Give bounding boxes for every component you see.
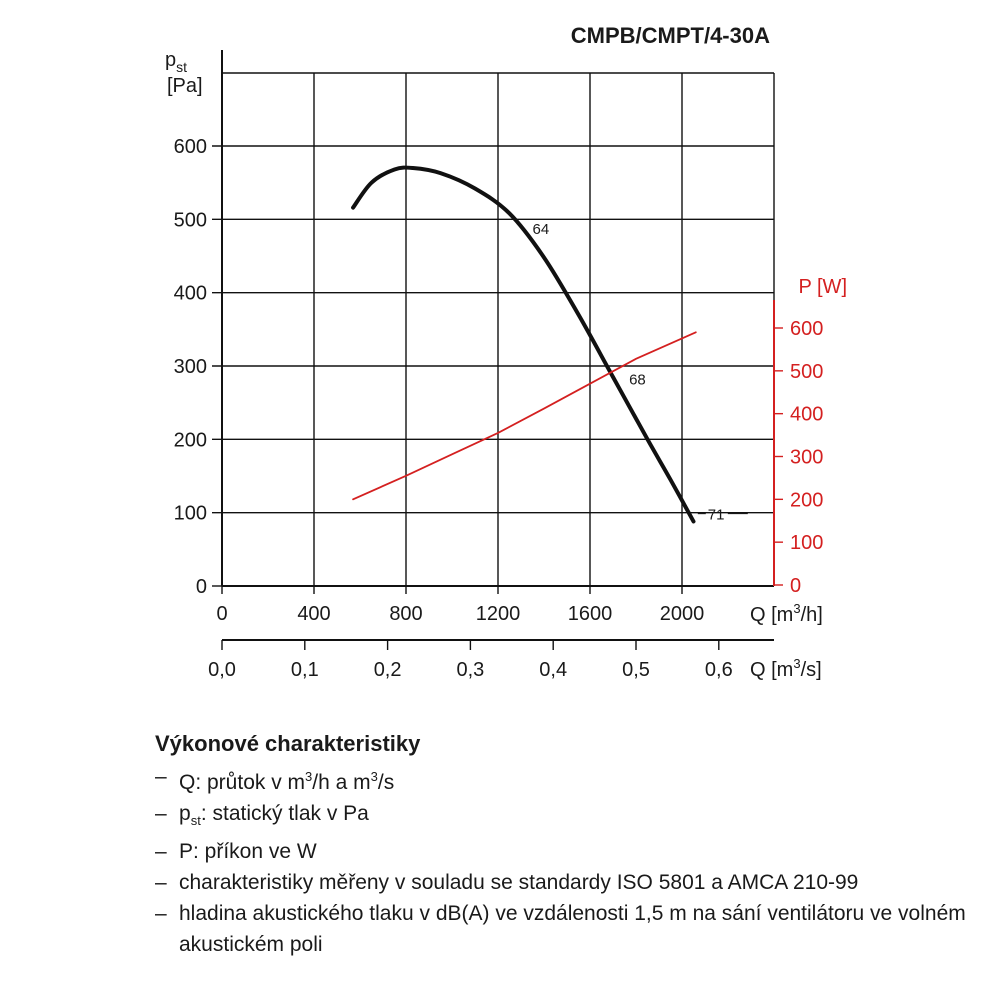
legend: Výkonové charakteristiky – Q: průtok v m3… <box>155 728 975 960</box>
legend-text-part: st <box>190 813 201 829</box>
legend-text: hladina akustického tlaku v dB(A) ve vzd… <box>179 898 975 960</box>
legend-dash: – <box>155 871 167 895</box>
x-primary-ticks: 0 400 800 1200 1600 2000 <box>216 586 704 625</box>
legend-text-part: charakteristiky měřeny v souladu se stan… <box>179 871 859 895</box>
x-secondary-tick-label: 0,2 <box>374 659 402 681</box>
power-curve-line <box>352 331 697 501</box>
x-secondary-tick-label: 0,3 <box>456 659 484 681</box>
legend-text-part: 3 <box>370 769 378 784</box>
x-primary-label-prefix: Q [m <box>750 604 793 626</box>
legend-text: Q: průtok v m3/h a m3/s <box>179 761 975 798</box>
y-left-tick-label: 600 <box>174 136 207 158</box>
legend-dash: – <box>155 840 167 864</box>
legend-text-part: /h a m <box>312 771 371 794</box>
y-right-tick-label: 300 <box>790 447 823 469</box>
legend-title: Výkonové charakteristiky <box>155 731 421 756</box>
chart-title: CMPB/CMPT/4-30A <box>571 23 770 48</box>
legend-item: – Q: průtok v m3/h a m3/s <box>155 761 975 798</box>
curve-label: 71 <box>708 507 725 524</box>
legend-text-part: p <box>179 802 191 825</box>
x-primary-tick-label: 0 <box>216 603 227 625</box>
x-primary-tick-label: 1600 <box>568 603 613 625</box>
x-primary-label-suffix: /h] <box>801 604 823 626</box>
y-left-tick-label: 100 <box>174 503 207 525</box>
y-right-tick-label: 100 <box>790 532 823 554</box>
y-left-tick-label: 0 <box>196 576 207 598</box>
performance-chart: CMPB/CMPT/4-30A pst [Pa] P [W] 010020030… <box>165 23 847 681</box>
annotation-layer: 64 68 71 <box>533 221 748 524</box>
y-left-label-main: p <box>165 49 176 71</box>
y-left-label-sub: st <box>176 59 187 75</box>
legend-item: – P: příkon ve W <box>155 836 975 867</box>
legend-dash: – <box>155 765 167 788</box>
y-right-tick-label: 200 <box>790 489 823 511</box>
legend-text-part: : statický tlak v Pa <box>200 802 369 825</box>
legend-item: – hladina akustického tlaku v dB(A) ve vz… <box>155 898 975 960</box>
y-left-axis-label: pst <box>165 49 187 75</box>
x-secondary-tick-label: 0,1 <box>291 659 319 681</box>
series-layer <box>351 165 697 524</box>
x-primary-axis-label: Q [m3/h] <box>750 601 823 626</box>
y-right-tick-label: 600 <box>790 318 823 340</box>
pressure-curve-line <box>351 165 696 524</box>
x-secondary-tick-label: 0,6 <box>705 659 733 681</box>
curve-label: 64 <box>533 221 550 238</box>
x-primary-tick-label: 2000 <box>660 603 705 625</box>
x-secondary-axis: 0,0 0,1 0,2 0,3 0,4 0,5 0,6 <box>208 639 774 681</box>
x-primary-tick-label: 800 <box>389 603 422 625</box>
legend-dash: – <box>155 802 167 825</box>
x-primary-tick-label: 1200 <box>476 603 521 625</box>
legend-text-part: P: příkon ve W <box>179 840 317 864</box>
legend-items: – Q: průtok v m3/h a m3/s – pst: statický t… <box>155 761 975 960</box>
y-left-axis-unit: [Pa] <box>167 75 203 97</box>
y-left-ticks: 0 100 200 300 400 500 600 <box>174 136 222 598</box>
legend-text: P: příkon ve W <box>179 836 975 867</box>
legend-text-part: hladina akustického tlaku v dB(A) ve vzd… <box>179 902 966 957</box>
legend-text: charakteristiky měřeny v souladu se stan… <box>179 867 975 898</box>
legend-text: pst: statický tlak v Pa <box>179 798 975 836</box>
x-secondary-label-prefix: Q [m <box>750 659 793 681</box>
y-left-tick-label: 200 <box>174 429 207 451</box>
curve-label: 68 <box>629 371 646 388</box>
y-right-tick-label: 400 <box>790 404 823 426</box>
legend-item: – charakteristiky měřeny v souladu se sta… <box>155 867 975 898</box>
x-secondary-axis-label: Q [m3/s] <box>750 656 822 681</box>
legend-text-part: /s <box>377 771 395 794</box>
x-secondary-tick-label: 0,4 <box>539 659 567 681</box>
x-primary-tick-label: 400 <box>297 603 330 625</box>
y-right-axis-label: P [W] <box>798 276 847 298</box>
x-secondary-tick-label: 0,0 <box>208 659 236 681</box>
x-primary-label-sup: 3 <box>793 601 800 616</box>
y-left-tick-label: 500 <box>174 209 207 231</box>
y-left-tick-label: 300 <box>174 356 207 378</box>
grid <box>212 50 775 587</box>
y-right-tick-label: 500 <box>790 361 823 383</box>
y-left-tick-label: 400 <box>174 283 207 305</box>
x-secondary-label-sup: 3 <box>793 656 800 671</box>
legend-text-part: 3 <box>305 769 313 784</box>
x-secondary-label-suffix: /s] <box>801 659 822 681</box>
legend-text-part: Q: průtok v m <box>179 771 306 794</box>
legend-item: – pst: statický tlak v Pa <box>155 798 975 836</box>
x-secondary-tick-label: 0,5 <box>622 659 650 681</box>
y-right-tick-label: 0 <box>790 575 801 597</box>
legend-dash: – <box>155 902 167 926</box>
y-right-ticks: 0 100 200 300 400 500 600 <box>774 318 823 597</box>
